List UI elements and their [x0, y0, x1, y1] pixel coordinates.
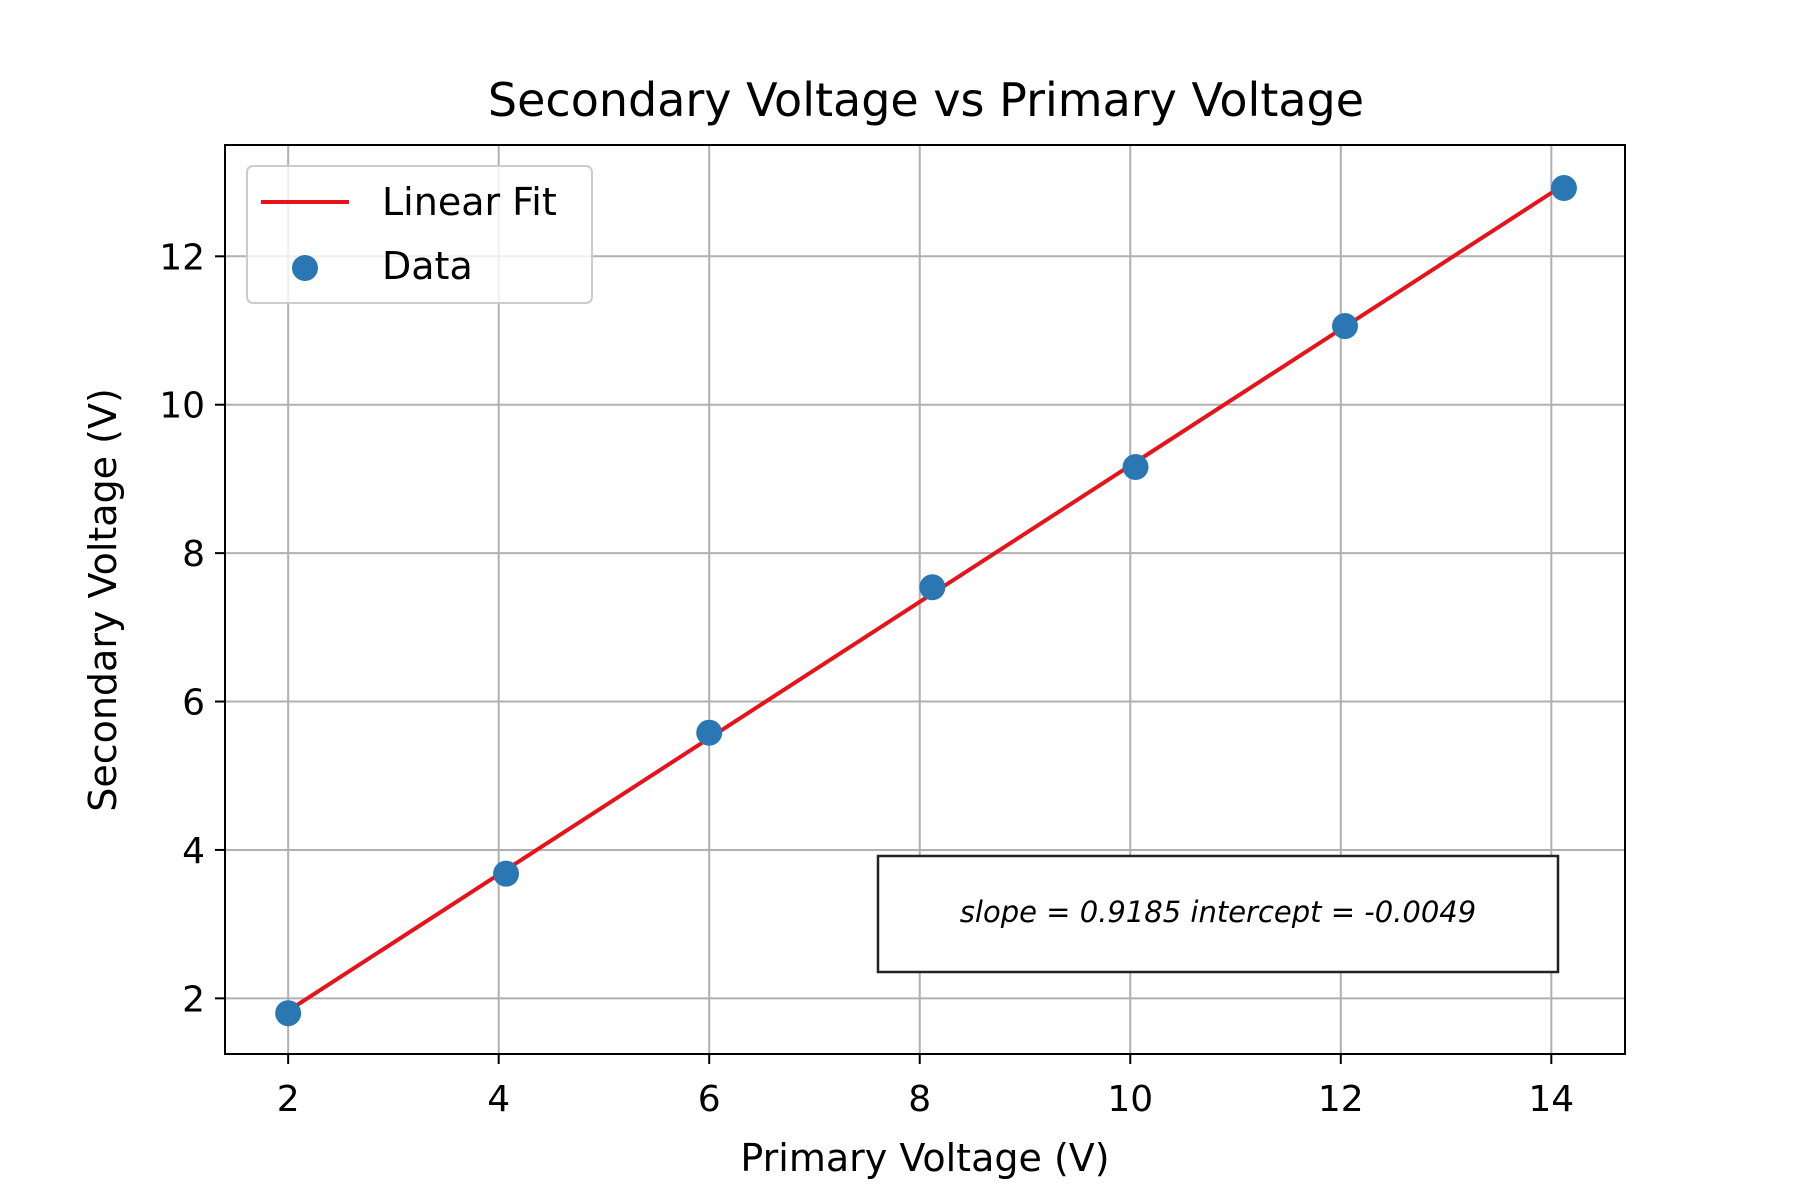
legend: Linear Fit Data [246, 165, 593, 304]
chart-title: Secondary Voltage vs Primary Voltage [488, 73, 1364, 127]
legend-data-swatch [292, 255, 318, 281]
x-axis-ticks: 2 4 6 8 10 12 14 [277, 1054, 1574, 1120]
data-point [919, 574, 946, 601]
x-axis-label: Primary Voltage (V) [740, 1136, 1109, 1180]
legend-linear-fit-label: Linear Fit [382, 180, 557, 224]
y-tick-label: 6 [182, 683, 205, 724]
x-tick-label: 6 [698, 1079, 721, 1120]
x-tick-label: 4 [487, 1079, 510, 1120]
y-axis-label: Secondary Voltage (V) [81, 388, 125, 812]
x-tick-label: 12 [1318, 1079, 1364, 1120]
x-tick-label: 2 [277, 1079, 300, 1120]
data-point [696, 719, 723, 746]
x-tick-label: 10 [1107, 1079, 1153, 1120]
y-tick-label: 10 [159, 386, 205, 427]
annotation-box [876, 854, 1560, 974]
annotation-text: slope = 0.9185 intercept = -0.0049 [960, 895, 1476, 929]
y-tick-label: 12 [159, 237, 205, 278]
x-tick-label: 14 [1528, 1079, 1574, 1120]
data-point [493, 860, 520, 887]
y-tick-label: 4 [182, 831, 205, 872]
data-point [1550, 175, 1577, 202]
data-point [275, 1000, 302, 1027]
grid [225, 145, 1625, 1054]
y-axis-ticks: 2 4 6 8 10 12 [159, 237, 225, 1020]
plot-area-border [224, 144, 1626, 1055]
data-point [1332, 313, 1358, 340]
y-tick-label: 2 [182, 979, 205, 1020]
fit-annotation: slope = 0.9185 intercept = -0.0049 [876, 854, 1560, 974]
data-point [1122, 454, 1149, 481]
data-points-layer [275, 175, 1577, 1027]
y-tick-label: 8 [182, 534, 205, 575]
legend-data-label: Data [382, 244, 473, 288]
x-tick-label: 8 [908, 1079, 931, 1120]
